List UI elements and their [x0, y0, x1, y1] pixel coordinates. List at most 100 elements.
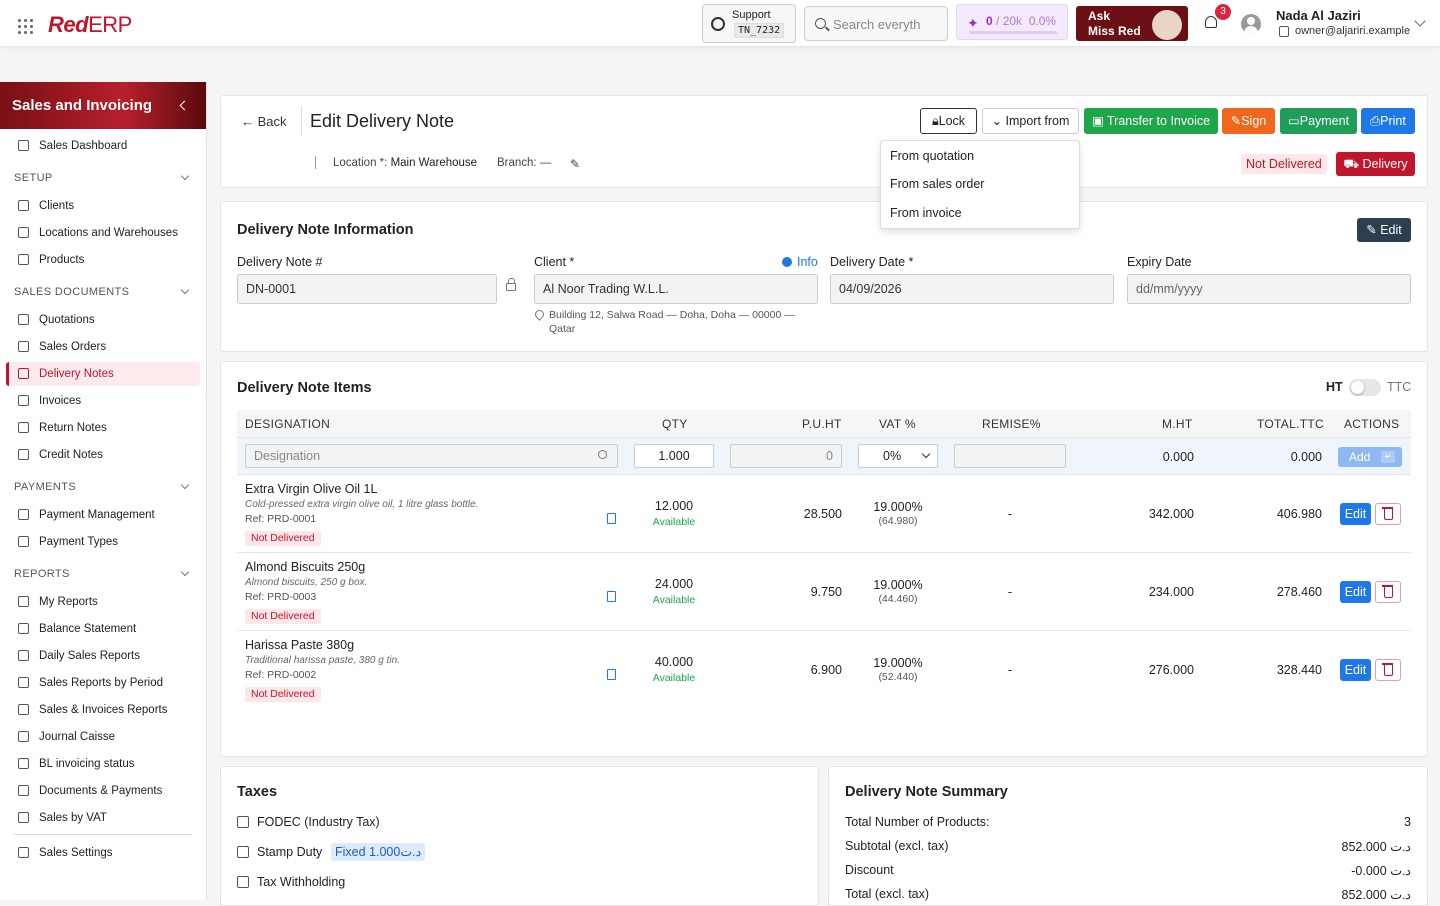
section-sales-documents[interactable]: SALES DOCUMENTS — [14, 285, 190, 298]
sign-button[interactable]: ✎Sign — [1222, 108, 1275, 134]
vat-select[interactable]: 0% — [858, 444, 938, 468]
chevron-down-icon[interactable] — [1414, 15, 1426, 27]
add-item-button[interactable]: Add ↵ — [1338, 447, 1402, 467]
sidebar-item-balance-statement[interactable]: Balance Statement — [6, 617, 200, 641]
document-icon[interactable] — [607, 591, 616, 602]
copy-icon[interactable] — [1279, 26, 1289, 37]
summary-value: 852.000 د.ت — [1341, 888, 1411, 902]
sidebar-item-documents-payments[interactable]: Documents & Payments — [6, 779, 200, 803]
global-search[interactable]: Search everyth — [804, 6, 948, 41]
sidebar-item-products[interactable]: Products — [6, 248, 200, 272]
dashboard-icon — [18, 140, 29, 151]
edit-item-button[interactable]: Edit — [1340, 659, 1371, 681]
edit-item-button[interactable]: Edit — [1340, 503, 1371, 525]
document-icon[interactable] — [607, 669, 616, 680]
sidebar-item-invoices[interactable]: Invoices — [6, 389, 200, 413]
import-from-button[interactable]: ⌄ Import from — [982, 108, 1079, 134]
section-payments[interactable]: PAYMENTS — [14, 480, 190, 493]
price-input[interactable]: 0 — [730, 444, 842, 468]
item-remise: - — [1007, 663, 1013, 677]
sidebar-item-quotations[interactable]: Quotations — [6, 308, 200, 332]
sidebar-item-sales-orders[interactable]: Sales Orders — [6, 335, 200, 359]
delete-item-button[interactable] — [1375, 581, 1401, 603]
edit-info-button[interactable]: ✎ Edit — [1357, 218, 1411, 242]
expiry-date-field[interactable]: dd/mm/yyyy — [1127, 274, 1411, 304]
print-button[interactable]: ⎙Print — [1361, 108, 1415, 134]
support-button[interactable]: Support TN_7232 — [702, 4, 796, 43]
designation-input[interactable]: Designation — [245, 444, 618, 468]
document-icon — [18, 758, 29, 769]
search-icon — [598, 450, 607, 459]
item-ref: Ref: PRD-0001 — [245, 513, 317, 525]
client-info-link[interactable]: Info — [782, 255, 818, 269]
item-qty: 12.000 — [654, 499, 694, 513]
item-ttc: 406.980 — [1276, 507, 1322, 521]
item-availability: Available — [652, 672, 696, 684]
trend-icon — [18, 677, 29, 688]
user-avatar[interactable] — [1241, 14, 1261, 34]
document-icon[interactable] — [607, 513, 616, 524]
delete-item-button[interactable] — [1375, 503, 1401, 525]
qty-input[interactable]: 1.000 — [634, 444, 714, 468]
column-header: ACTIONS — [1344, 417, 1400, 431]
lock-icon[interactable] — [506, 278, 516, 291]
sidebar-item-payment-management[interactable]: Payment Management — [6, 503, 200, 527]
sidebar-item-bl-invoicing[interactable]: BL invoicing status — [6, 752, 200, 776]
stamp-duty-checkbox[interactable] — [237, 846, 249, 858]
sidebar-item-credit-notes[interactable]: Credit Notes — [6, 443, 200, 467]
delivery-note-number-field[interactable]: DN-0001 — [237, 274, 497, 304]
sidebar-item-return-notes[interactable]: Return Notes — [6, 416, 200, 440]
sidebar-item-label: Locations and Warehouses — [39, 227, 178, 239]
sidebar-item-locations[interactable]: Locations and Warehouses — [6, 221, 200, 245]
section-reports[interactable]: REPORTS — [14, 567, 190, 580]
delete-item-button[interactable] — [1375, 659, 1401, 681]
bell-icon[interactable] — [1202, 14, 1220, 32]
collapse-chevron-icon[interactable] — [179, 100, 190, 111]
ai-credits[interactable]: ✦ 0 / 20k 0.0% — [956, 4, 1068, 40]
stamp-duty-label: Stamp Duty — [257, 845, 323, 859]
back-button[interactable]: ← Back — [241, 114, 287, 129]
item-name: Harissa Paste 380g — [245, 638, 355, 652]
sidebar-item-clients[interactable]: Clients — [6, 194, 200, 218]
sidebar-item-my-reports[interactable]: My Reports — [6, 590, 200, 614]
client-field[interactable]: Al Noor Trading W.L.L. — [534, 274, 818, 304]
sidebar-item-label: Credit Notes — [39, 449, 103, 461]
tax-withholding-checkbox[interactable] — [237, 876, 249, 888]
fodec-checkbox[interactable] — [237, 816, 249, 828]
sidebar-item-sales-dashboard[interactable]: Sales Dashboard — [6, 134, 200, 158]
app-logo[interactable]: RedERP — [48, 12, 132, 37]
item-remise: - — [1007, 507, 1013, 521]
sidebar-item-sales-by-vat[interactable]: Sales by VAT — [6, 806, 200, 830]
printer-icon: ⎙ — [1370, 114, 1381, 128]
summary-card — [828, 766, 1428, 906]
sidebar-item-label: Invoices — [39, 395, 82, 407]
section-setup[interactable]: SETUP — [14, 171, 190, 184]
summary-value: -0.000 د.ت — [1351, 864, 1411, 878]
payment-button[interactable]: ▭Payment — [1280, 108, 1357, 134]
sidebar-item-sales-by-period[interactable]: Sales Reports by Period — [6, 671, 200, 695]
delivery-button[interactable]: ⛟ Delivery — [1336, 152, 1415, 176]
card-icon: ▭ — [1287, 114, 1300, 128]
remise-input[interactable] — [954, 444, 1066, 468]
search-icon — [815, 18, 826, 29]
sidebar-item-journal-caisse[interactable]: Journal Caisse — [6, 725, 200, 749]
transfer-to-invoice-button[interactable]: ▣ Transfer to Invoice — [1084, 108, 1218, 134]
edit-item-button[interactable]: Edit — [1340, 581, 1371, 603]
menu-item-from-quotation[interactable]: From quotation — [890, 149, 975, 163]
edit-pencil-icon[interactable]: ✎ — [570, 157, 581, 171]
ht-ttc-toggle[interactable] — [1349, 379, 1381, 396]
lock-button[interactable]: 🔒︎Lock — [920, 108, 977, 134]
sidebar-item-payment-types[interactable]: Payment Types — [6, 530, 200, 554]
menu-item-from-invoice[interactable]: From invoice — [890, 206, 962, 220]
sidebar-item-daily-sales[interactable]: Daily Sales Reports — [6, 644, 200, 668]
menu-item-from-sales-order[interactable]: From sales order — [890, 177, 985, 191]
delivery-date-field[interactable]: 04/09/2026 — [830, 274, 1114, 304]
invoice-icon — [18, 395, 29, 406]
sidebar-item-delivery-notes[interactable]: Delivery Notes — [6, 362, 200, 386]
sidebar-item-sales-invoices-reports[interactable]: Sales & Invoices Reports — [6, 698, 200, 722]
apps-grid-icon[interactable] — [18, 19, 33, 34]
user-name[interactable]: Nada Al Jaziri — [1276, 8, 1361, 23]
sidebar-item-label: Journal Caisse — [39, 731, 116, 743]
ask-miss-red-button[interactable]: Ask Miss Red — [1076, 6, 1188, 41]
sidebar-item-sales-settings[interactable]: Sales Settings — [6, 841, 200, 865]
